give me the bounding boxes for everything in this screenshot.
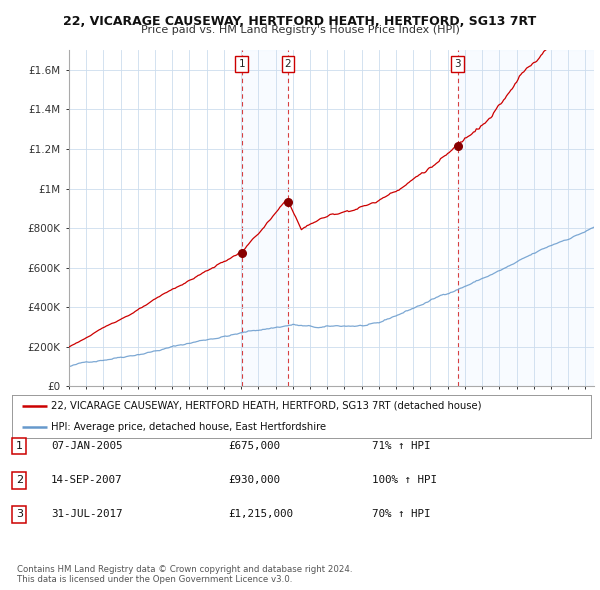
Text: HPI: Average price, detached house, East Hertfordshire: HPI: Average price, detached house, East…	[52, 422, 326, 432]
Text: Price paid vs. HM Land Registry's House Price Index (HPI): Price paid vs. HM Land Registry's House …	[140, 25, 460, 35]
Text: 14-SEP-2007: 14-SEP-2007	[51, 476, 122, 485]
Bar	[458, 50, 594, 386]
Bar	[242, 50, 288, 386]
Text: 22, VICARAGE CAUSEWAY, HERTFORD HEATH, HERTFORD, SG13 7RT: 22, VICARAGE CAUSEWAY, HERTFORD HEATH, H…	[64, 15, 536, 28]
Text: 3: 3	[454, 59, 461, 69]
Text: 2: 2	[16, 476, 23, 485]
Text: 100% ↑ HPI: 100% ↑ HPI	[372, 476, 437, 485]
Text: 22, VICARAGE CAUSEWAY, HERTFORD HEATH, HERTFORD, SG13 7RT (detached house): 22, VICARAGE CAUSEWAY, HERTFORD HEATH, H…	[52, 401, 482, 411]
Text: 1: 1	[16, 441, 23, 451]
Text: 2: 2	[284, 59, 291, 69]
Text: 71% ↑ HPI: 71% ↑ HPI	[372, 441, 431, 451]
Text: 70% ↑ HPI: 70% ↑ HPI	[372, 510, 431, 519]
Text: 1: 1	[238, 59, 245, 69]
Text: 31-JUL-2017: 31-JUL-2017	[51, 510, 122, 519]
Text: 3: 3	[16, 510, 23, 519]
Text: £930,000: £930,000	[228, 476, 280, 485]
Text: Contains HM Land Registry data © Crown copyright and database right 2024.
This d: Contains HM Land Registry data © Crown c…	[17, 565, 352, 584]
Text: £1,215,000: £1,215,000	[228, 510, 293, 519]
Text: 07-JAN-2005: 07-JAN-2005	[51, 441, 122, 451]
Text: £675,000: £675,000	[228, 441, 280, 451]
